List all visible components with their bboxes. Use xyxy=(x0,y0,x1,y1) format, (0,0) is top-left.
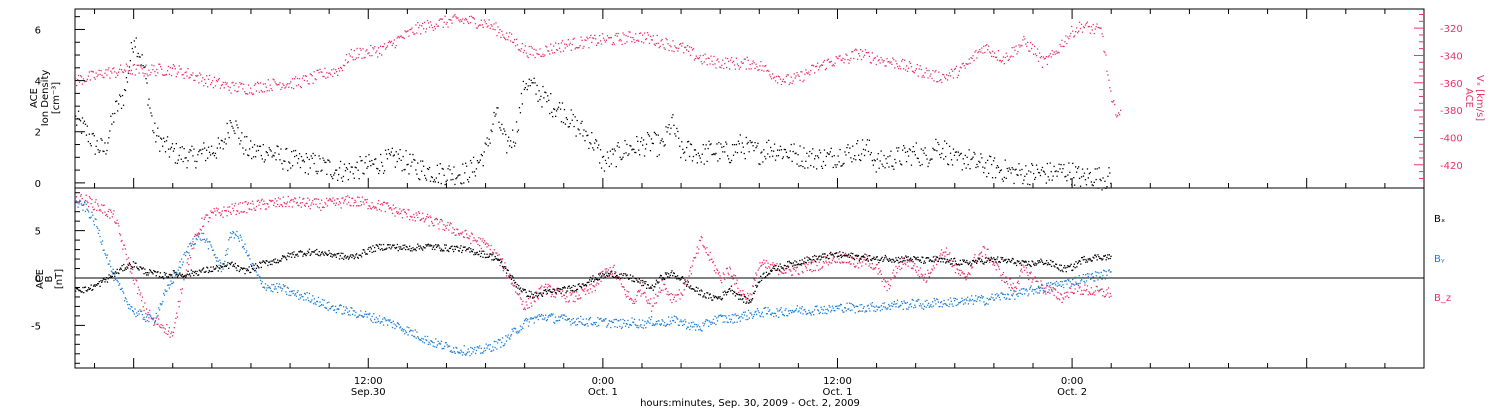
x-axis-label: hours:minutes, Sep. 30, 2009 - Oct. 2, 2… xyxy=(640,398,860,409)
velocity-series xyxy=(75,14,1122,118)
density-tick-label: 6 xyxy=(35,25,41,36)
b-tick-label: -5 xyxy=(31,321,41,332)
x-tick-date: Oct. 1 xyxy=(588,387,618,398)
x-tick-date: Sep.30 xyxy=(351,387,386,398)
velocity-tick-label: -360 xyxy=(1440,79,1463,90)
velocity-tick-label: -400 xyxy=(1440,133,1463,144)
b-tick-label: 5 xyxy=(35,227,41,238)
velocity-ylabel-line1: ACE xyxy=(1463,88,1474,108)
velocity-tick-label: -420 xyxy=(1440,161,1463,172)
b-tick-label: 0 xyxy=(35,274,41,285)
x-tick-label: 0:00 xyxy=(592,376,614,387)
b-ylabel-line1: ACE xyxy=(35,269,46,289)
bx-series xyxy=(75,243,1112,304)
b-ylabel-line3: [nT] xyxy=(54,269,65,289)
b-ylabel-line2: B xyxy=(44,275,55,282)
x-tick-label: 0:00 xyxy=(1061,376,1083,387)
x-tick-date: Oct. 2 xyxy=(1057,387,1087,398)
density-panel-frame xyxy=(74,8,1425,189)
legend-bx: Bₓ xyxy=(1434,214,1445,225)
density-ylabel-line3: [cm⁻³] xyxy=(51,82,62,114)
density-ylabel-line1: ACE xyxy=(29,88,40,108)
by-series xyxy=(75,199,1112,357)
magnetic-field-panel: -5 0 5 xyxy=(31,187,1425,369)
velocity-tick-label: -320 xyxy=(1440,24,1463,35)
velocity-tick-label: -340 xyxy=(1440,51,1463,62)
density-tick-label: 4 xyxy=(35,77,41,88)
x-tick-label: 12:00 xyxy=(354,376,383,387)
density-tick-label: 2 xyxy=(35,128,41,139)
density-series xyxy=(75,37,1112,191)
density-velocity-panel: 0 2 4 6 -420 -400 -380 -360 -340 -320 xyxy=(35,8,1463,191)
legend-by: Bᵧ xyxy=(1434,254,1445,265)
density-ylabel-line2: Ion Density xyxy=(40,70,51,127)
x-tick-label: 12:00 xyxy=(823,376,852,387)
bz-series xyxy=(75,193,1112,338)
density-tick-label: 0 xyxy=(35,179,41,190)
legend-bz: B_z xyxy=(1434,293,1451,304)
x-tick-date: Oct. 1 xyxy=(822,387,852,398)
velocity-tick-label: -380 xyxy=(1440,106,1463,117)
velocity-ylabel-line2: Vₓ [km/s] xyxy=(1474,75,1485,121)
